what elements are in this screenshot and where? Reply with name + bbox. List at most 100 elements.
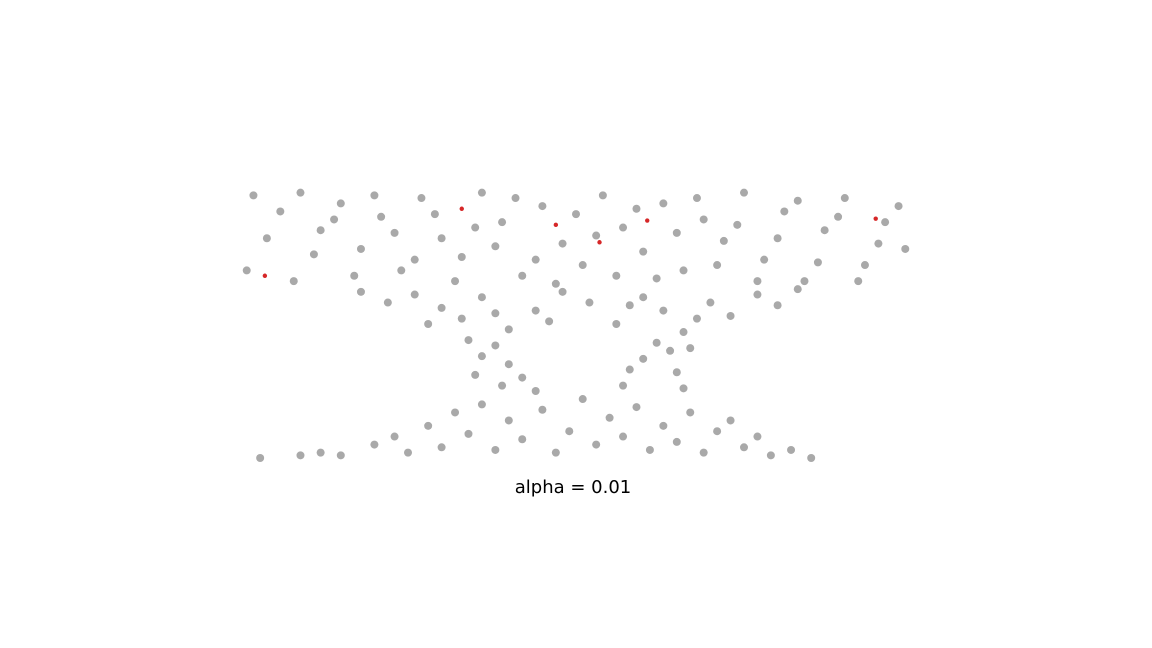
point: [813, 258, 822, 267]
point: [316, 226, 325, 235]
point: [619, 381, 628, 390]
point: [672, 437, 681, 446]
point: [639, 354, 648, 363]
point: [881, 218, 890, 227]
point: [666, 346, 675, 355]
point: [477, 352, 486, 361]
point: [464, 336, 473, 345]
point: [477, 400, 486, 409]
point: [894, 202, 903, 211]
point: [632, 403, 641, 412]
point: [437, 234, 446, 243]
point: [874, 239, 883, 248]
point: [753, 277, 762, 286]
point: [807, 454, 816, 462]
point: [249, 191, 258, 200]
point: [719, 236, 728, 245]
chart-title: alpha = 0.01: [515, 477, 632, 498]
point: [498, 218, 507, 227]
point: [645, 445, 654, 454]
point: [679, 328, 688, 337]
point: [854, 277, 863, 286]
point: [417, 194, 426, 203]
point: [457, 253, 466, 261]
point: [619, 223, 628, 232]
point: [390, 432, 399, 441]
point: [289, 277, 298, 286]
point: [793, 196, 802, 205]
point: [424, 421, 433, 430]
point: [538, 202, 547, 211]
point: [780, 207, 789, 216]
point: [692, 314, 701, 323]
point: [437, 303, 446, 312]
point: [370, 440, 379, 449]
point: [706, 298, 715, 307]
point: [504, 416, 513, 425]
point: [740, 443, 748, 452]
point: [511, 194, 520, 203]
point: [639, 293, 648, 302]
point: [518, 271, 527, 280]
point: [356, 287, 365, 296]
point: [612, 320, 621, 328]
point: [504, 325, 513, 334]
point: [800, 277, 809, 286]
point: [578, 395, 587, 404]
point: [491, 242, 500, 251]
point: [404, 448, 412, 457]
point: [679, 266, 688, 275]
point: [471, 370, 480, 379]
point: [330, 215, 339, 224]
point: [383, 298, 392, 307]
point: [686, 408, 695, 417]
point: [726, 416, 735, 425]
point: [518, 373, 527, 382]
point: [740, 188, 748, 197]
point: [652, 338, 661, 347]
point: [370, 191, 379, 200]
point: [699, 215, 708, 224]
point: [592, 440, 601, 449]
point: [545, 317, 554, 326]
point: [793, 285, 802, 294]
point: [652, 274, 661, 283]
point: [672, 368, 681, 377]
point: [471, 223, 480, 232]
point: [276, 207, 285, 216]
point: [531, 255, 540, 264]
point: [598, 191, 607, 200]
highlight-point: [553, 222, 559, 228]
point: [437, 443, 446, 452]
point: [296, 188, 305, 197]
point: [498, 381, 507, 390]
point: [558, 287, 567, 296]
point: [787, 445, 796, 454]
point: [518, 435, 527, 444]
point: [296, 451, 305, 460]
point: [578, 261, 587, 270]
point: [558, 239, 567, 248]
point: [336, 451, 345, 460]
point: [491, 341, 500, 350]
point: [410, 290, 419, 299]
point: [309, 250, 318, 259]
point: [632, 204, 641, 213]
point: [336, 199, 345, 208]
point: [766, 451, 775, 460]
point: [410, 255, 419, 264]
point: [659, 199, 668, 208]
point: [464, 429, 473, 438]
point: [451, 408, 460, 417]
point: [504, 360, 513, 369]
point: [679, 384, 688, 393]
point: [424, 320, 433, 328]
point: [551, 279, 560, 288]
point: [477, 293, 486, 302]
highlight-point: [873, 216, 878, 221]
point: [350, 271, 359, 280]
point: [316, 448, 325, 457]
point: [585, 298, 594, 307]
